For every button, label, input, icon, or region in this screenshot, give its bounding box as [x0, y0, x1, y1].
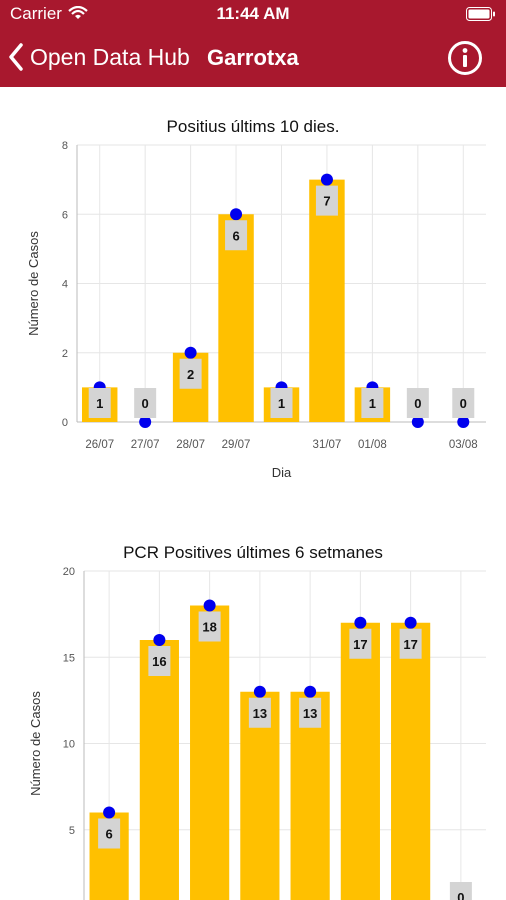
value-label: 2	[187, 367, 194, 382]
data-point	[304, 685, 317, 698]
status-carrier: Carrier	[10, 4, 62, 23]
data-point	[320, 173, 333, 186]
x-tick-label: 28/07	[176, 439, 205, 451]
y-tick-label: 4	[62, 279, 68, 291]
value-label-box	[88, 388, 111, 418]
x-tick-label: 26/07	[85, 439, 114, 451]
y-tick-label: 20	[63, 566, 75, 578]
x-tick-label: 03/08	[449, 439, 478, 451]
value-label: 13	[303, 706, 317, 721]
value-label: 17	[353, 637, 367, 652]
data-point	[103, 806, 116, 819]
y-tick-label: 6	[62, 209, 68, 221]
y-tick-label: 10	[63, 739, 75, 751]
x-tick-label: 01/08	[358, 439, 387, 451]
bar	[139, 640, 179, 900]
x-tick-label: 31/07	[313, 439, 342, 451]
chart-pcr-6-setmanes: PCR Positives últimes 6 setmanes 5 10 15 20 N…	[28, 543, 486, 900]
value-label: 1	[278, 396, 285, 411]
back-button[interactable]: Open Data Hub	[8, 40, 190, 74]
value-label-box	[225, 220, 248, 251]
page-title: Garrotxa	[207, 45, 299, 70]
x-tick-label: 29/07	[222, 439, 251, 451]
value-label: 6	[106, 827, 113, 842]
app-header: Carrier 11:44 AM Open Data Hub Garrotxa	[0, 0, 506, 87]
y-tick-label: 8	[62, 140, 68, 152]
bar	[340, 622, 380, 900]
chart-positius-10-dies: Positius últims 10 dies. 0 2 4 6 8 Número de C…	[26, 117, 486, 480]
data-point	[230, 208, 243, 221]
value-label-box	[148, 646, 171, 676]
chart-title: PCR Positives últimes 6 setmanes	[123, 543, 383, 562]
value-label: 1	[369, 396, 376, 411]
data-point	[139, 416, 152, 428]
value-label-box	[452, 388, 475, 418]
value-label: 18	[202, 620, 216, 635]
value-label: 16	[152, 654, 166, 669]
value-label-box	[270, 388, 293, 418]
data-point	[411, 416, 424, 428]
data-point	[153, 634, 166, 646]
value-label-box	[98, 818, 121, 849]
value-label: 1	[96, 396, 103, 411]
x-tick-label: 27/07	[131, 439, 160, 451]
x-axis-label: Dia	[272, 465, 292, 480]
value-label: 0	[414, 396, 421, 411]
data-point	[404, 616, 417, 629]
chevron-left-icon	[9, 43, 23, 71]
value-label: 0	[460, 396, 467, 411]
value-label: 17	[403, 637, 417, 652]
bar	[309, 179, 345, 422]
status-time: 11:44 AM	[216, 4, 290, 23]
data-point	[253, 685, 266, 698]
data-point	[354, 616, 367, 629]
y-axis-label: Número de Casos	[28, 691, 43, 796]
value-label-box	[248, 697, 271, 728]
y-tick-label: 15	[63, 652, 75, 664]
y-tick-label: 0	[62, 417, 68, 429]
value-label: 0	[457, 890, 464, 900]
value-label-box	[449, 882, 472, 900]
y-axis-label: Número de Casos	[26, 231, 41, 336]
value-label-box	[134, 388, 157, 418]
battery-icon	[466, 7, 495, 21]
value-label-box	[399, 628, 422, 659]
value-label: 6	[232, 228, 239, 243]
value-label-box	[198, 611, 221, 642]
value-label: 13	[253, 706, 267, 721]
value-label-box	[406, 388, 429, 418]
value-label: 7	[323, 194, 330, 209]
bar	[190, 605, 230, 900]
value-label-box	[349, 628, 372, 659]
data-point	[184, 346, 197, 359]
value-label: 0	[142, 396, 149, 411]
info-icon[interactable]	[447, 40, 483, 76]
chart-title: Positius últims 10 dies.	[167, 117, 340, 136]
value-label-box	[315, 185, 338, 216]
value-label-box	[361, 388, 384, 418]
wifi-icon	[68, 6, 88, 19]
bar	[391, 622, 431, 900]
data-point	[203, 599, 216, 612]
y-tick-label: 5	[69, 825, 75, 837]
y-tick-label: 2	[62, 348, 68, 360]
value-label-box	[179, 358, 202, 389]
data-point	[457, 416, 470, 428]
back-label: Open Data Hub	[30, 43, 190, 70]
value-label-box	[299, 697, 322, 728]
